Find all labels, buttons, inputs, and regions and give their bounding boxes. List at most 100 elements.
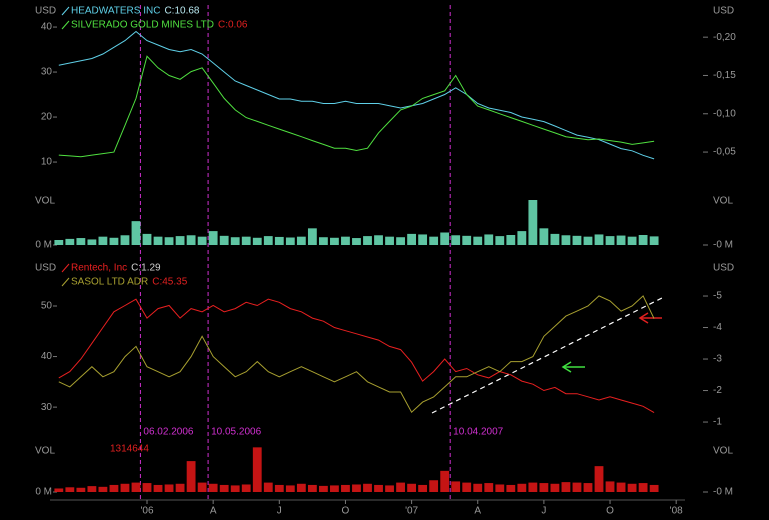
- y-tick-label: 40: [41, 22, 53, 33]
- x-tick-label: '06: [140, 506, 153, 517]
- x-tick-label: J: [277, 506, 282, 517]
- volume-bar: [296, 483, 306, 492]
- y2-unit-label: USD: [713, 263, 734, 274]
- y-tick-label: 40: [41, 351, 53, 362]
- volume-bar: [164, 237, 174, 245]
- y2-tick-label: -1: [713, 417, 722, 428]
- volume-bar: [230, 485, 240, 492]
- legend-close: C:0.06: [218, 20, 248, 31]
- volume-bar: [186, 235, 196, 245]
- legend-icon: [61, 277, 70, 287]
- volume-bar: [484, 483, 494, 492]
- volume-bar: [341, 236, 350, 245]
- x-tick-label: A: [210, 506, 217, 517]
- volume-bar: [440, 470, 450, 492]
- y2-tick-label: -2: [713, 385, 722, 396]
- volume-bar: [407, 233, 417, 245]
- volume-bar: [451, 481, 461, 492]
- volume-bar: [396, 237, 405, 245]
- x-tick-label: J: [541, 506, 546, 517]
- volume-bar: [109, 237, 119, 245]
- volume-bar: [153, 236, 163, 245]
- legend-name: Rentech, Inc: [71, 263, 127, 274]
- price-line: [58, 30, 655, 160]
- volume-bar: [517, 483, 527, 492]
- volume-bar: [175, 483, 185, 492]
- volume-bar: [605, 481, 615, 492]
- volume-bar: [330, 237, 339, 245]
- marker-label: 06.02.2006: [143, 427, 193, 438]
- volume-bar: [197, 236, 207, 245]
- volume-bar: [451, 235, 461, 245]
- x-tick-label: '08: [670, 506, 683, 517]
- y-tick-label: 50: [41, 301, 53, 312]
- y2-unit-label: VOL: [713, 196, 733, 207]
- y-tick-label: 30: [41, 402, 53, 413]
- volume-bar: [186, 461, 196, 492]
- volume-bar: [219, 484, 229, 492]
- volume-bar: [473, 483, 483, 492]
- volume-bar: [307, 484, 317, 492]
- volume-bar: [87, 486, 97, 492]
- volume-bar: [385, 485, 394, 492]
- volume-bar: [539, 483, 549, 492]
- volume-bar: [616, 482, 626, 492]
- volume-bar: [285, 237, 295, 245]
- x-tick-label: A: [474, 506, 481, 517]
- volume-bar: [495, 236, 505, 245]
- y-tick-label: 0 M: [35, 240, 52, 251]
- volume-bar: [418, 484, 428, 492]
- volume-bar: [484, 234, 494, 245]
- y2-tick-label: -0,10: [713, 108, 736, 119]
- marker-label: 10.04.2007: [453, 427, 503, 438]
- legend-icon: [61, 263, 70, 273]
- volume-bar: [142, 233, 152, 245]
- y2-tick-label: -0,15: [713, 70, 736, 81]
- volume-bar: [462, 235, 472, 245]
- legend-name: HEADWATERS INC: [71, 6, 160, 17]
- volume-bar: [649, 484, 659, 492]
- volume-bar: [374, 235, 383, 245]
- y-unit-label: USD: [35, 6, 56, 17]
- y2-tick-label: -0,20: [713, 32, 736, 43]
- volume-bar: [649, 236, 659, 245]
- volume-bar: [506, 235, 516, 245]
- volume-bar: [131, 482, 141, 492]
- volume-bar: [363, 483, 372, 492]
- volume-bar: [561, 482, 571, 492]
- volume-bar: [385, 236, 394, 245]
- peak-label: 1314644: [110, 444, 149, 455]
- volume-bar: [616, 235, 626, 245]
- volume-bar: [76, 238, 86, 245]
- volume-bar: [208, 231, 218, 245]
- volume-bar: [318, 237, 328, 245]
- volume-bar: [594, 234, 604, 245]
- volume-bar: [241, 236, 251, 245]
- volume-bar: [274, 236, 284, 245]
- volume-bar: [153, 484, 163, 492]
- volume-bar: [352, 238, 361, 245]
- volume-bar: [307, 228, 317, 245]
- volume-bar: [285, 485, 295, 492]
- red-arrow: [638, 312, 662, 324]
- y-unit-label: USD: [35, 263, 56, 274]
- volume-bar: [197, 482, 207, 492]
- volume-bar: [429, 480, 439, 492]
- volume-bar: [330, 485, 339, 492]
- volume-bar: [429, 236, 439, 245]
- volume-bar: [230, 237, 240, 245]
- marker-label: 10.05.2006: [211, 427, 261, 438]
- trend-line: [431, 297, 663, 414]
- volume-bar: [605, 236, 615, 245]
- volume-bar: [363, 236, 372, 245]
- price-line: [58, 55, 655, 158]
- volume-bar: [252, 237, 262, 245]
- volume-bar: [175, 236, 185, 245]
- volume-bar: [54, 488, 64, 492]
- volume-bar: [142, 483, 152, 492]
- volume-bar: [131, 221, 141, 245]
- volume-bar: [120, 483, 130, 492]
- legend-icon: [61, 6, 70, 16]
- volume-bar: [407, 483, 417, 492]
- volume-bar: [318, 485, 328, 492]
